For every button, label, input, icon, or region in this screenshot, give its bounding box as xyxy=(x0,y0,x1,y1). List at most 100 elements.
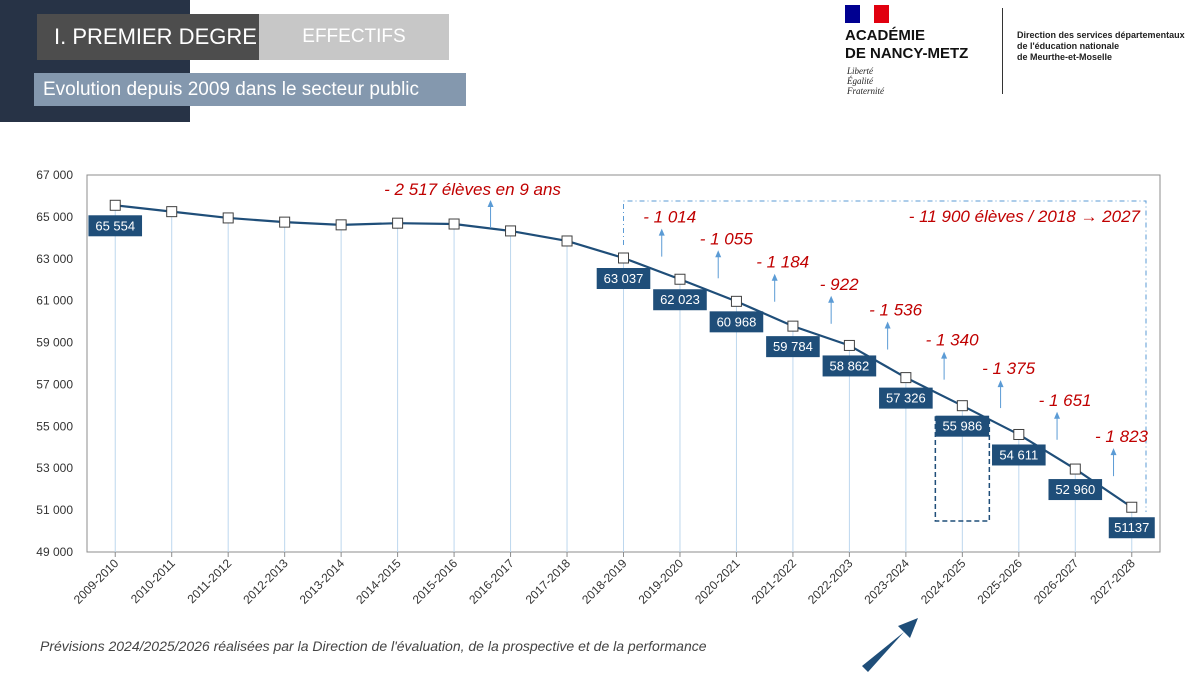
change-arrow-head xyxy=(997,380,1004,388)
data-point xyxy=(392,217,404,229)
data-label: 57 326 xyxy=(886,391,926,406)
x-tick-label: 2016-2017 xyxy=(466,556,517,607)
x-tick-label: 2011-2012 xyxy=(184,556,234,606)
x-tick-label: 2017-2018 xyxy=(523,556,574,607)
data-label: 60 968 xyxy=(717,314,757,329)
data-label-bg xyxy=(766,336,820,358)
change-arrow-head xyxy=(771,273,778,281)
academie-name-line2: DE NANCY-METZ xyxy=(845,45,969,62)
data-label: 52 960 xyxy=(1055,482,1095,497)
change-annotation: - 1 823 xyxy=(1095,427,1148,446)
motto-line1: Liberté xyxy=(847,66,873,76)
x-tick-label: 2009-2010 xyxy=(71,556,122,607)
y-tick-label: 55 000 xyxy=(36,419,73,433)
academie-name-line1: ACADÉMIE xyxy=(845,27,926,44)
motto-line3: Fraternité xyxy=(847,86,884,96)
y-tick-label: 57 000 xyxy=(36,377,73,391)
x-tick-label: 2027-2028 xyxy=(1087,556,1138,607)
data-point xyxy=(335,219,347,231)
republic-motto: Liberté Égalité Fraternité xyxy=(847,66,884,96)
data-point xyxy=(279,216,291,228)
page-subtitle: Evolution depuis 2009 dans le secteur pu… xyxy=(34,73,466,106)
category-tag: EFFECTIFS xyxy=(259,14,449,60)
motto-line2: Égalité xyxy=(847,76,873,86)
change-annotation: - 1 340 xyxy=(926,331,979,350)
x-tick-label: 2010-2011 xyxy=(128,556,178,606)
change-annotation: - 1 651 xyxy=(1039,391,1092,410)
change-annotation: - 1 014 xyxy=(643,208,696,227)
y-tick-label: 53 000 xyxy=(36,461,73,475)
data-point xyxy=(166,206,178,218)
data-point xyxy=(956,400,968,412)
change-arrow-head xyxy=(658,228,665,236)
data-point xyxy=(730,295,742,307)
direction-line3: de Meurthe-et-Moselle xyxy=(1017,52,1113,62)
x-tick-label: 2021-2022 xyxy=(749,556,800,607)
change-arrow-head xyxy=(1054,411,1061,419)
x-tick-label: 2020-2021 xyxy=(692,556,743,607)
change-arrow-head xyxy=(828,295,835,303)
footnote: Prévisions 2024/2025/2026 réalisées par … xyxy=(40,638,707,654)
y-tick-label: 59 000 xyxy=(36,336,73,350)
y-tick-label: 61 000 xyxy=(36,294,73,308)
data-label-bg xyxy=(822,355,877,377)
data-label-bg xyxy=(653,289,707,311)
direction-line1: Direction des services départementaux xyxy=(1017,30,1185,40)
data-label-bg xyxy=(879,387,933,409)
highlight-pointer-arrow-icon xyxy=(862,618,918,672)
y-tick-label: 49 000 xyxy=(36,545,73,559)
logo-divider xyxy=(1002,8,1003,94)
x-tick-label: 2022-2023 xyxy=(805,556,856,607)
data-point xyxy=(787,320,799,332)
y-tick-label: 51 000 xyxy=(36,503,73,517)
data-label-bg xyxy=(1048,479,1103,501)
data-point xyxy=(900,372,912,384)
data-label: 59 784 xyxy=(773,339,813,354)
data-point xyxy=(618,252,629,264)
data-label-bg xyxy=(596,268,651,290)
direction-line2: de l'éducation nationale xyxy=(1017,41,1120,51)
data-label-bg xyxy=(1108,517,1155,539)
data-label: 51137 xyxy=(1114,520,1149,535)
x-tick-label: 2014-2015 xyxy=(353,556,404,607)
section-tag: I. PREMIER DEGRE xyxy=(37,14,259,60)
data-label-bg xyxy=(88,215,143,237)
y-tick-label: 63 000 xyxy=(36,252,73,266)
data-point xyxy=(505,225,517,237)
x-tick-label: 2012-2013 xyxy=(240,556,291,607)
data-label: 63 037 xyxy=(604,271,644,286)
change-arrow-head xyxy=(715,250,722,258)
change-annotation: - 2 517 élèves en 9 ans xyxy=(384,180,561,199)
change-annotation: - 1 536 xyxy=(869,301,922,320)
data-point xyxy=(448,218,460,230)
change-annotation: - 1 375 xyxy=(982,359,1035,378)
x-tick-label: 2026-2027 xyxy=(1031,556,1082,607)
change-arrow-head xyxy=(941,351,948,359)
x-tick-label: 2013-2014 xyxy=(297,556,348,607)
change-annotation: - 922 xyxy=(820,275,859,294)
y-tick-label: 67 000 xyxy=(36,168,73,182)
change-annotation: - 1 184 xyxy=(756,253,809,272)
change-arrow-head xyxy=(487,200,494,207)
data-point xyxy=(222,212,234,224)
direction-label: Direction des services départementaux de… xyxy=(1017,30,1185,63)
data-label-bg xyxy=(992,444,1046,466)
x-tick-label: 2015-2016 xyxy=(410,556,461,607)
data-label-bg xyxy=(935,415,990,437)
data-point xyxy=(1069,463,1081,475)
change-annotation: - 11 900 élèves / 2018 → 2027 xyxy=(909,207,1141,226)
academie-name: ACADÉMIE DE NANCY-METZ xyxy=(845,27,968,63)
period-bracket xyxy=(623,200,1147,512)
change-arrow-head xyxy=(1110,448,1117,456)
data-label: 58 862 xyxy=(830,358,870,373)
x-tick-label: 2023-2024 xyxy=(862,556,913,607)
x-tick-label: 2024-2025 xyxy=(918,556,969,607)
x-tick-label: 2018-2019 xyxy=(579,556,630,607)
data-point xyxy=(674,273,686,285)
data-point xyxy=(109,199,121,211)
data-point xyxy=(1126,501,1138,513)
french-flag-icon xyxy=(845,5,889,23)
data-label: 62 023 xyxy=(660,292,700,307)
data-label: 54 611 xyxy=(999,447,1038,462)
